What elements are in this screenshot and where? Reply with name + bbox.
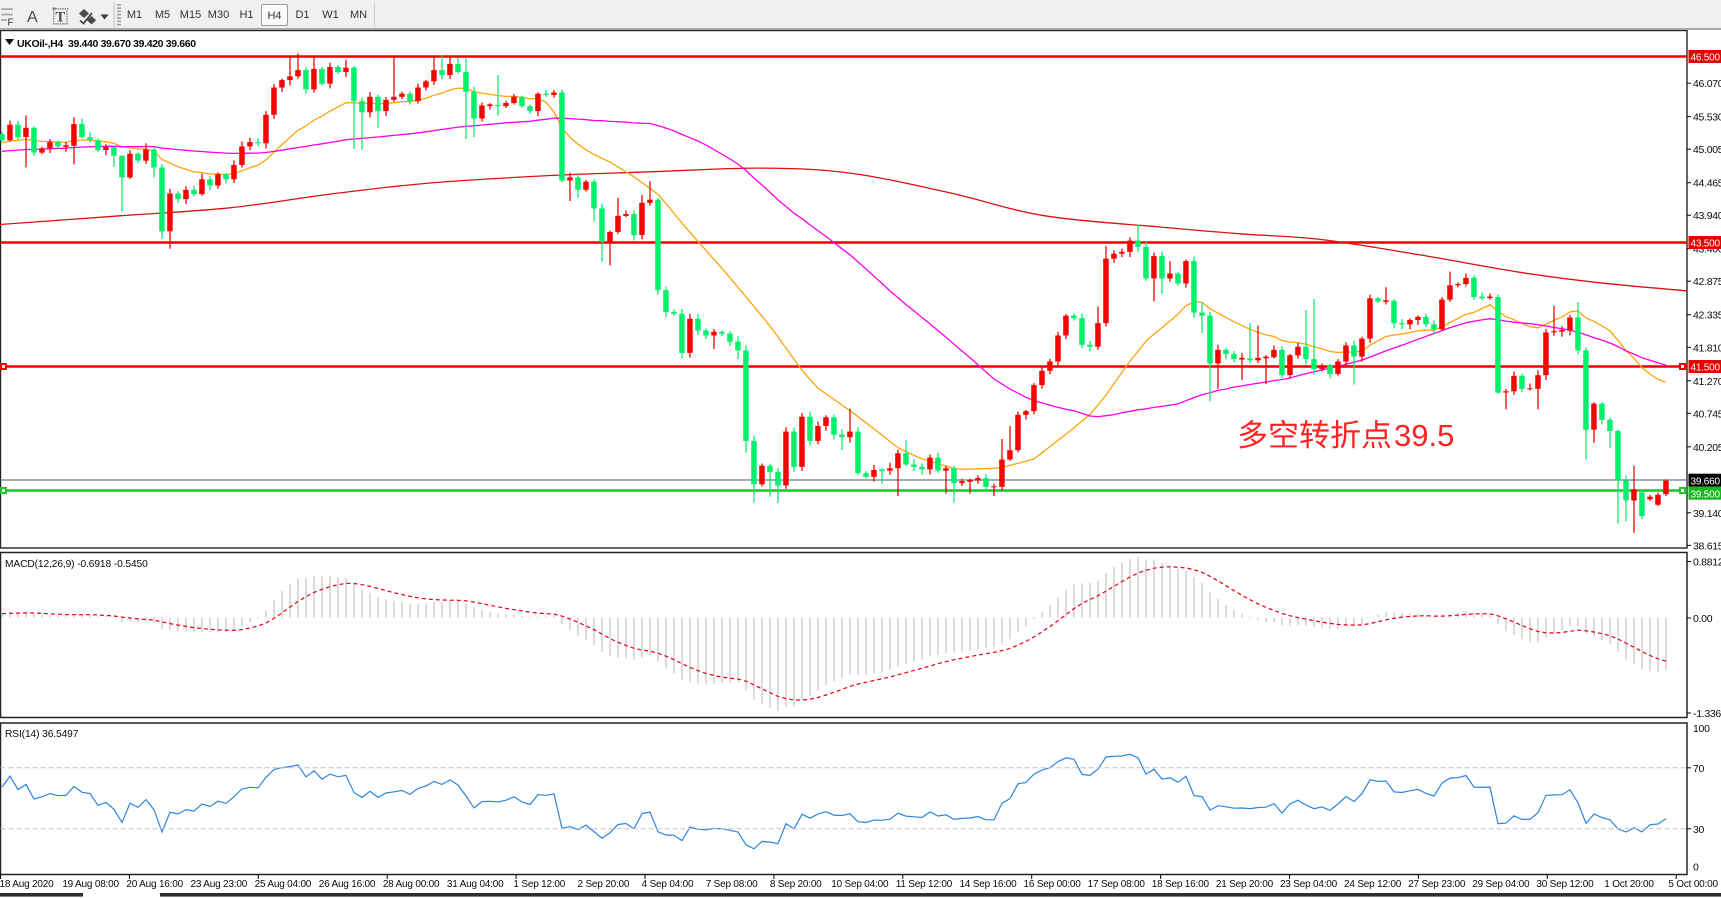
svg-text:44.465: 44.465 (1693, 178, 1721, 190)
svg-text:27 Sep 23:00: 27 Sep 23:00 (1408, 879, 1466, 890)
svg-text:42.875: 42.875 (1693, 276, 1721, 288)
svg-text:45.530: 45.530 (1693, 112, 1721, 124)
svg-text:17 Sep 08:00: 17 Sep 08:00 (1088, 879, 1146, 890)
svg-text:38.615: 38.615 (1693, 540, 1721, 552)
svg-text:5 Oct 00:00: 5 Oct 00:00 (1668, 879, 1718, 890)
svg-text:42.335: 42.335 (1693, 310, 1721, 322)
svg-text:20 Aug 16:00: 20 Aug 16:00 (126, 879, 183, 890)
svg-text:30 Sep 12:00: 30 Sep 12:00 (1536, 879, 1594, 890)
svg-text:30: 30 (1693, 824, 1705, 836)
svg-text:2 Sep 20:00: 2 Sep 20:00 (578, 879, 630, 890)
svg-text:7 Sep 08:00: 7 Sep 08:00 (706, 879, 758, 890)
svg-text:8 Sep 20:00: 8 Sep 20:00 (770, 879, 822, 890)
svg-text:0.8812: 0.8812 (1693, 557, 1721, 569)
svg-text:39.140: 39.140 (1693, 508, 1721, 520)
svg-text:19 Aug 08:00: 19 Aug 08:00 (62, 879, 119, 890)
svg-text:1 Sep 12:00: 1 Sep 12:00 (513, 879, 565, 890)
svg-text:40.745: 40.745 (1693, 408, 1721, 420)
svg-text:41.270: 41.270 (1693, 376, 1721, 388)
svg-text:39.5: 39.5 (1394, 418, 1454, 453)
svg-text:41.810: 41.810 (1693, 342, 1721, 354)
svg-text:40.205: 40.205 (1693, 442, 1721, 454)
svg-text:43.500: 43.500 (1691, 239, 1721, 250)
svg-text:43.940: 43.940 (1693, 210, 1721, 222)
svg-text:MACD(12,26,9) -0.6918 -0.5450: MACD(12,26,9) -0.6918 -0.5450 (5, 559, 148, 570)
svg-text:4 Sep 04:00: 4 Sep 04:00 (642, 879, 694, 890)
svg-text:24 Sep 12:00: 24 Sep 12:00 (1344, 879, 1402, 890)
svg-text:T: T (56, 10, 66, 26)
svg-text:100: 100 (1693, 723, 1710, 735)
svg-text:25 Aug 04:00: 25 Aug 04:00 (255, 879, 312, 890)
svg-text:23 Sep 04:00: 23 Sep 04:00 (1280, 879, 1338, 890)
svg-text:46.070: 46.070 (1693, 78, 1721, 90)
svg-text:F: F (8, 18, 14, 29)
svg-text:18 Aug 2020: 18 Aug 2020 (0, 879, 54, 890)
svg-text:39.660: 39.660 (1691, 476, 1721, 487)
svg-text:29 Sep 04:00: 29 Sep 04:00 (1472, 879, 1530, 890)
svg-text:28 Aug 00:00: 28 Aug 00:00 (383, 879, 440, 890)
svg-text:18 Sep 16:00: 18 Sep 16:00 (1152, 879, 1210, 890)
svg-text:0.00: 0.00 (1693, 613, 1713, 625)
svg-text:39.500: 39.500 (1691, 489, 1721, 500)
svg-text:41.500: 41.500 (1691, 363, 1721, 374)
svg-text:10 Sep 04:00: 10 Sep 04:00 (831, 879, 889, 890)
svg-text:26 Aug 16:00: 26 Aug 16:00 (319, 879, 376, 890)
svg-text:11 Sep 12:00: 11 Sep 12:00 (896, 879, 953, 890)
svg-text:14 Sep 16:00: 14 Sep 16:00 (959, 879, 1017, 890)
svg-text:0: 0 (1693, 862, 1699, 874)
svg-text:70: 70 (1693, 763, 1705, 775)
svg-text:A: A (27, 9, 38, 26)
svg-text:16 Sep 00:00: 16 Sep 00:00 (1024, 879, 1082, 890)
svg-text:23 Aug 23:00: 23 Aug 23:00 (191, 879, 248, 890)
svg-text:46.500: 46.500 (1691, 53, 1721, 64)
svg-text:45.005: 45.005 (1693, 144, 1721, 156)
svg-text:UKOil-,H4 39.440 39.670 39.42: UKOil-,H4 39.440 39.670 39.420 39.660 (17, 38, 196, 50)
svg-text:1 Oct 20:00: 1 Oct 20:00 (1604, 879, 1654, 890)
svg-text:21 Sep 20:00: 21 Sep 20:00 (1216, 879, 1274, 890)
svg-text:31 Aug 04:00: 31 Aug 04:00 (447, 879, 504, 890)
svg-text:RSI(14) 36.5497: RSI(14) 36.5497 (5, 729, 79, 740)
svg-text:-1.3368: -1.3368 (1693, 708, 1721, 720)
